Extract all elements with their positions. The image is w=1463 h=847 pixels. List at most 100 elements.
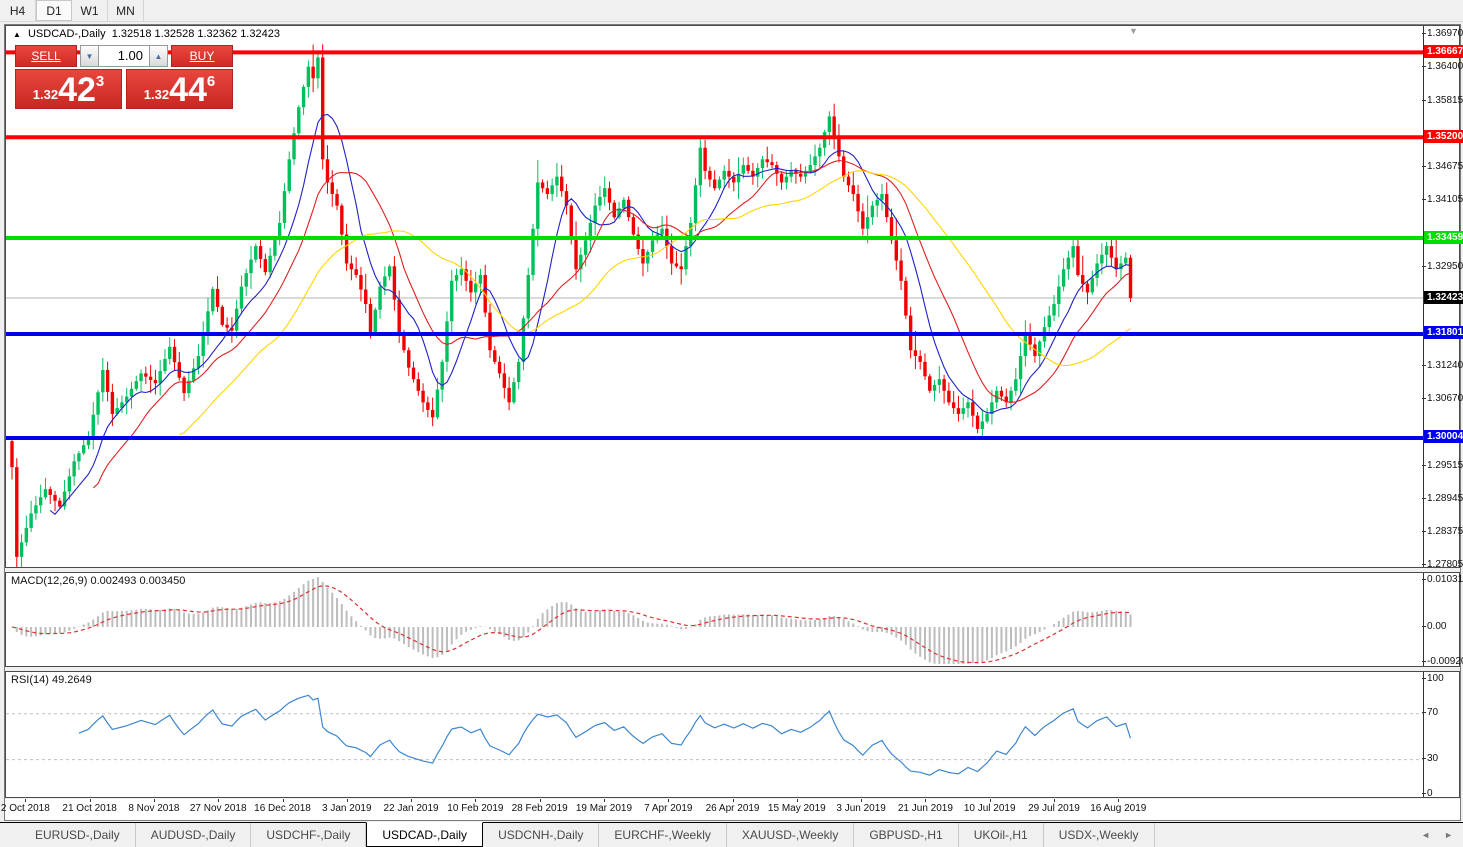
volume-input[interactable]: 1.00 — [99, 45, 149, 67]
candle-body — [818, 147, 822, 157]
timeframe-button-h4[interactable]: H4 — [0, 0, 36, 21]
candle-body — [555, 176, 559, 186]
macd-header: MACD(12,26,9) 0.002493 0.003450 — [11, 575, 185, 587]
candle-body — [230, 327, 234, 331]
candle-body — [368, 303, 373, 333]
date-tick-mark — [218, 799, 220, 802]
candle-body — [158, 371, 162, 384]
tab-ukoil-h1[interactable]: UKOil-,H1 — [959, 823, 1044, 847]
candle-body — [1052, 303, 1056, 316]
sell-button[interactable]: SELL — [15, 45, 77, 67]
candle-body — [1018, 356, 1023, 380]
candle-body — [899, 260, 903, 281]
candle-body — [426, 402, 430, 410]
candle-body — [86, 437, 91, 446]
candle-body — [206, 311, 210, 334]
tab-gbpusd-h1[interactable]: GBPUSD-,H1 — [854, 823, 959, 847]
date-axis-label: 15 May 2019 — [767, 803, 826, 814]
candle-body — [82, 445, 86, 454]
candle-body — [603, 188, 607, 197]
candle-body — [273, 239, 277, 256]
candle-body — [459, 269, 464, 276]
candle-body — [1095, 263, 1099, 278]
tab-usdchf-daily[interactable]: USDCHF-,Daily — [251, 823, 367, 847]
candle-body — [478, 275, 483, 284]
candle-body — [689, 222, 693, 247]
candle-body — [966, 402, 970, 409]
candle-body — [583, 240, 588, 255]
moving-average-line-9 — [49, 113, 1131, 515]
candle-body — [201, 333, 205, 357]
candle-body — [1071, 246, 1075, 258]
candle-body — [626, 199, 631, 218]
candle-body — [837, 136, 841, 157]
rsi-label: RSI(14) — [11, 674, 49, 686]
candle-body — [536, 182, 540, 229]
chart-shift-marker-icon[interactable]: ▼ — [1129, 26, 1138, 36]
candle-body — [560, 176, 564, 192]
date-axis: 2 Oct 2018 21 Oct 2018 8 Nov 2018 27 Nov 20… — [1, 799, 1460, 820]
candle-body — [421, 390, 425, 403]
tab-usdcnh-daily[interactable]: USDCNH-,Daily — [483, 823, 600, 847]
candle-body — [48, 489, 52, 495]
candle-body — [502, 373, 507, 388]
tab-eurchf-weekly[interactable]: EURCHF-,Weekly — [599, 823, 727, 847]
tab-usdcad-daily[interactable]: USDCAD-,Daily — [366, 822, 484, 847]
collapse-panel-icon[interactable]: ▲ — [13, 30, 21, 39]
tab-usdx-weekly[interactable]: USDX-,Weekly — [1044, 823, 1155, 847]
date-axis-label: 8 Nov 2018 — [128, 803, 180, 814]
candle-body — [904, 280, 908, 316]
candle-body — [732, 176, 736, 183]
candle-body — [144, 373, 148, 377]
timeframe-button-w1[interactable]: W1 — [72, 0, 108, 21]
candle-body — [1100, 254, 1104, 264]
candle-body — [139, 373, 143, 382]
candle-body — [990, 402, 994, 414]
date-axis-label: 10 Feb 2019 — [447, 803, 504, 814]
volume-decrease-icon[interactable]: ▼ — [80, 45, 99, 67]
tab-scroll-left-icon[interactable]: ◄ — [1421, 830, 1431, 840]
candle-body — [875, 199, 879, 206]
candle-body — [34, 505, 38, 514]
tab-eurusd-daily[interactable]: EURUSD-,Daily — [20, 823, 136, 847]
timeframe-button-d1[interactable]: D1 — [36, 0, 72, 21]
candle-body — [550, 185, 554, 195]
candle-body — [1128, 257, 1133, 298]
candle-body — [24, 527, 29, 543]
candle-body — [669, 246, 674, 264]
candle-body — [923, 361, 927, 377]
timeframe-button-mn[interactable]: MN — [108, 0, 144, 21]
date-axis-label: 19 Mar 2019 — [575, 803, 633, 814]
tab-scroll-right-icon[interactable]: ► — [1444, 830, 1453, 840]
candle-body — [287, 159, 291, 192]
candle-body — [411, 367, 416, 380]
rsi-pane: RSI(14) 49.2649 — [5, 671, 1460, 798]
volume-increase-icon[interactable]: ▲ — [149, 45, 168, 67]
candle-body — [660, 228, 664, 235]
candle-body — [880, 194, 884, 200]
candle-body — [191, 368, 196, 381]
candle-body — [928, 376, 932, 391]
candle-body — [402, 332, 406, 351]
candle-body — [1109, 246, 1114, 258]
candle-body — [727, 170, 731, 177]
date-tick-mark — [861, 799, 863, 802]
date-axis-label: 3 Jun 2019 — [836, 803, 886, 814]
candle-body — [861, 211, 865, 229]
candle-body — [263, 259, 268, 273]
candle-body — [244, 273, 248, 287]
date-tick-mark — [475, 799, 477, 802]
buy-button[interactable]: BUY — [171, 45, 233, 67]
buy-price-tile[interactable]: 1.32 44 6 — [126, 69, 233, 109]
candle-body — [387, 266, 392, 277]
candle-body — [865, 217, 870, 229]
sell-price-tile[interactable]: 1.32 42 3 — [15, 69, 122, 109]
candle-body — [153, 379, 158, 384]
tab-xauusd-weekly[interactable]: XAUUSD-,Weekly — [727, 823, 855, 847]
tab-audusd-daily[interactable]: AUDUSD-,Daily — [136, 823, 252, 847]
macd-label: MACD(12,26,9) — [11, 575, 88, 587]
candle-body — [588, 222, 593, 241]
candle-body — [1114, 257, 1118, 270]
candle-body — [521, 318, 526, 362]
candle-body — [641, 248, 645, 264]
